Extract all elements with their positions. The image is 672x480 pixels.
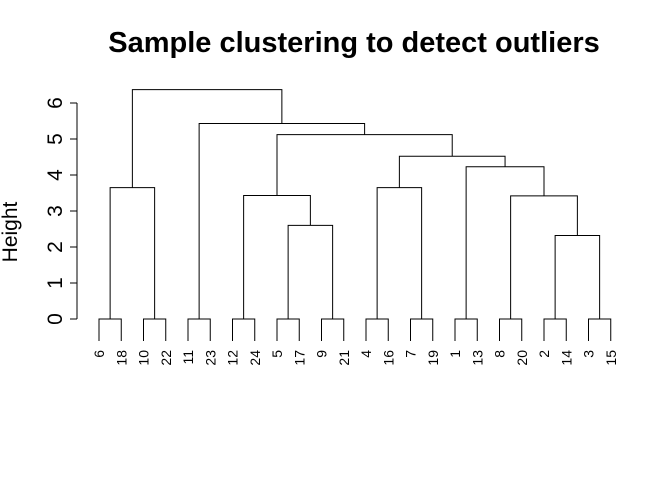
leaf-pair-link <box>143 318 167 341</box>
merge-link <box>276 134 453 196</box>
leaf-pair-link <box>98 318 122 341</box>
dendrogram-links <box>98 89 612 341</box>
leaf-pair-link <box>232 318 256 341</box>
merge-link <box>376 187 423 319</box>
leaf-pair-link <box>588 318 612 341</box>
y-tick-label: 0 <box>44 313 67 325</box>
leaf-pair-link <box>321 318 345 341</box>
leaf-label: 23 <box>202 350 218 366</box>
leaf-pair-link <box>499 318 523 341</box>
y-axis-ticks: 0 1 2 3 4 5 6 <box>44 97 77 325</box>
leaf-pair-link <box>410 318 434 341</box>
leaf-pair-link <box>365 318 389 341</box>
merge-link <box>287 224 334 319</box>
leaf-label: 20 <box>514 350 530 366</box>
leaf-label: 13 <box>469 350 485 366</box>
leaf-label: 7 <box>403 350 419 358</box>
leaf-pair-link <box>276 318 300 341</box>
merge-link <box>465 166 545 319</box>
leaf-label: 10 <box>136 350 152 366</box>
leaf-label: 8 <box>492 350 508 358</box>
leaf-label: 3 <box>581 350 597 358</box>
leaf-label: 9 <box>314 350 330 358</box>
leaf-label: 18 <box>113 350 129 366</box>
leaf-label: 5 <box>269 350 285 358</box>
merge-link <box>109 187 156 319</box>
leaf-label: 14 <box>558 350 574 366</box>
merge-link <box>131 89 283 188</box>
leaf-label: 17 <box>291 350 307 366</box>
y-tick-label: 5 <box>44 133 67 145</box>
merge-link <box>243 195 311 319</box>
leaf-label: 22 <box>158 350 174 366</box>
leaf-label: 24 <box>247 350 263 366</box>
leaf-label: 1 <box>447 350 463 358</box>
y-tick-label: 4 <box>44 169 67 181</box>
leaf-pair-link <box>543 318 567 341</box>
leaf-label: 21 <box>336 350 352 366</box>
merge-link <box>554 234 601 319</box>
chart-title: Sample clustering to detect outliers <box>108 27 600 59</box>
merge-link <box>198 123 366 319</box>
leaf-labels: 6 18 10 22 11 23 12 24 5 17 9 21 4 16 7 19 1 13 8 20 2 14 3 15 <box>91 350 619 366</box>
leaf-label: 2 <box>536 350 552 358</box>
leaf-label: 16 <box>380 350 396 366</box>
y-axis-label: Height <box>0 201 22 262</box>
leaf-label: 19 <box>425 350 441 366</box>
leaf-label: 15 <box>603 350 619 366</box>
merge-link <box>398 155 506 188</box>
y-tick-label: 6 <box>44 97 67 109</box>
leaf-pair-link <box>454 318 478 341</box>
leaf-label: 6 <box>91 350 107 358</box>
y-tick-label: 2 <box>44 241 67 253</box>
merge-link <box>510 195 578 319</box>
y-tick-label: 1 <box>44 277 67 289</box>
leaf-pair-link <box>187 318 211 341</box>
leaf-label: 4 <box>358 350 374 358</box>
y-tick-label: 3 <box>44 205 67 217</box>
leaf-label: 11 <box>180 350 196 365</box>
leaf-label: 12 <box>225 350 241 366</box>
